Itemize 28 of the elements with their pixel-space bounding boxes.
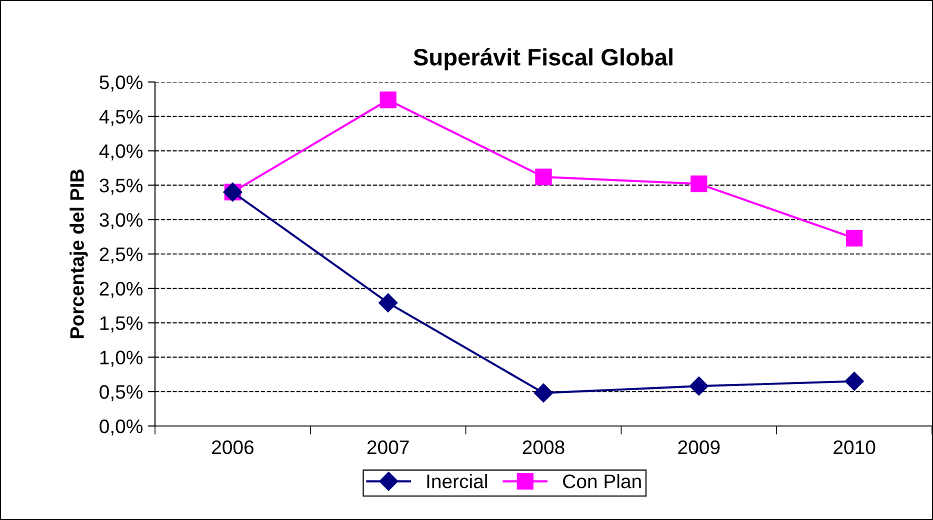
y-tick-label: 2,0% [100,282,143,298]
y-tick-label: 4,5% [99,110,143,126]
x-tick-label: 2006 [212,440,254,454]
point [846,230,863,247]
legend-label: Inercial [427,474,487,488]
x-tick-label: 2007 [367,440,409,454]
y-tick-label: 1,5% [100,316,143,332]
point [378,293,398,312]
y-tick-label: 2,5% [100,247,143,264]
y-tick-label: 3,5% [100,178,143,195]
point [534,383,554,403]
point [535,168,552,186]
y-axis-title: Porcentaje del PIB [70,170,88,338]
y-tick-label: 3,0% [100,213,143,230]
x-tick-label: 2008 [522,440,564,454]
x-tick-label: 2009 [678,440,720,454]
y-tick-label: 4,0% [99,144,143,160]
y-tick-label: 1,0% [100,350,143,367]
x-tick-label: 2010 [834,440,876,454]
point [380,92,396,108]
chart-title: Superávit Fiscal Global [414,48,672,70]
point [690,175,708,192]
point [844,372,864,391]
y-tick-label: 0,5% [100,385,143,402]
legend-label: Con Plan [563,474,641,488]
y-tick-label: 0,0% [100,419,143,436]
y-tick-label: 5,0% [100,75,143,92]
point [689,376,708,396]
